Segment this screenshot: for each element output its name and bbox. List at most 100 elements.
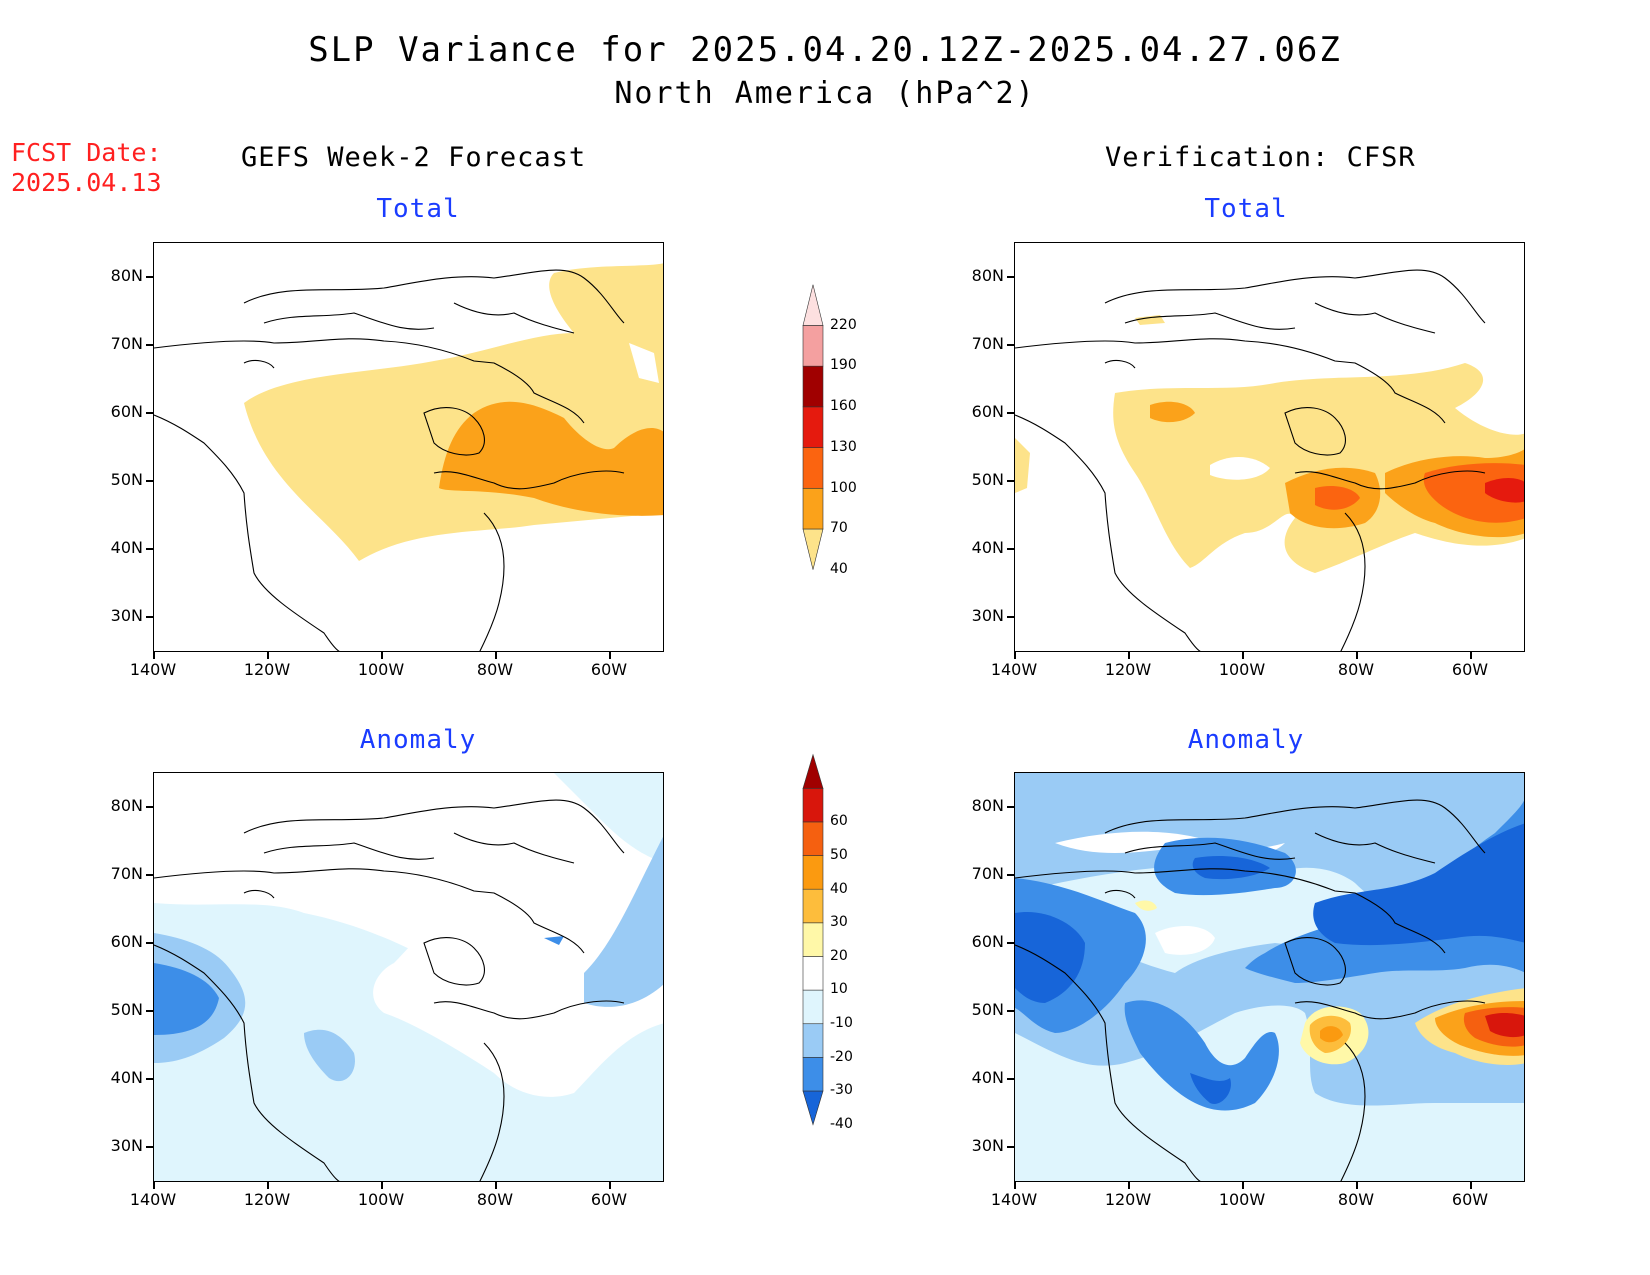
- lon-tick: [1470, 652, 1472, 659]
- coastline: [154, 799, 625, 1181]
- map-panel-total-forecast: [153, 242, 664, 652]
- lon-tick: [153, 652, 155, 659]
- lat-label: 60N: [110, 402, 143, 421]
- lat-label: 60N: [110, 932, 143, 951]
- total-forecast-field: [244, 263, 663, 561]
- coastline: [154, 269, 625, 651]
- lat-label: 40N: [971, 1068, 1004, 1087]
- lat-tick: [146, 548, 153, 550]
- lon-tick: [495, 1182, 497, 1189]
- lat-label: 70N: [110, 334, 143, 353]
- colorbar-level-label: 130: [830, 438, 857, 455]
- lat-label: 30N: [971, 606, 1004, 625]
- lon-label: 60W: [1451, 1190, 1489, 1209]
- lon-tick: [1470, 1182, 1472, 1189]
- colorbar-level-label: 190: [830, 357, 857, 374]
- colorbar-swatch: [802, 325, 824, 367]
- lon-label: 120W: [1104, 660, 1152, 679]
- panel-title-total-verification: Total: [1204, 194, 1288, 224]
- colorbar-level-label: 40: [830, 880, 848, 897]
- lon-tick: [495, 652, 497, 659]
- lat-tick: [146, 806, 153, 808]
- lat-label: 40N: [110, 1068, 143, 1087]
- lat-label: 70N: [971, 334, 1004, 353]
- lon-label: 100W: [1218, 660, 1266, 679]
- colorbar-swatch: [802, 753, 824, 789]
- main-title: SLP Variance for 2025.04.20.12Z-2025.04.…: [308, 30, 1342, 70]
- lat-tick: [146, 276, 153, 278]
- lon-label: 120W: [243, 660, 291, 679]
- lat-label: 60N: [971, 402, 1004, 421]
- lat-tick: [1007, 942, 1014, 944]
- lat-tick: [1007, 616, 1014, 618]
- map-panel-anomaly-forecast: [153, 772, 664, 1182]
- lat-tick: [146, 412, 153, 414]
- lat-tick: [1007, 548, 1014, 550]
- colorbar-swatch: [802, 488, 824, 530]
- colorbar-anomaly: -40 -30 -20 -10 10 20 30 40 50 60: [802, 753, 853, 1205]
- panel-title-total-forecast: Total: [376, 194, 460, 224]
- lat-tick: [146, 942, 153, 944]
- lon-tick: [153, 1182, 155, 1189]
- lat-tick: [1007, 412, 1014, 414]
- lon-label: 140W: [990, 660, 1038, 679]
- colorbar-level-label: -10: [830, 1015, 853, 1032]
- lat-label: 80N: [971, 796, 1004, 815]
- lon-tick: [1014, 1182, 1016, 1189]
- colorbar-swatch: [802, 956, 824, 991]
- map-panel-total-verification: [1014, 242, 1525, 652]
- lon-label: 120W: [1104, 1190, 1152, 1209]
- anomaly-forecast-field: [154, 773, 663, 1181]
- anomaly-verification-field: [1015, 773, 1524, 1181]
- lon-tick: [267, 652, 269, 659]
- lat-tick: [146, 1146, 153, 1148]
- lon-label: 140W: [129, 1190, 177, 1209]
- colorbar-level-label: 160: [830, 398, 857, 415]
- lat-label: 50N: [110, 470, 143, 489]
- lon-label: 80W: [476, 1190, 514, 1209]
- panel-title-anomaly-verification: Anomaly: [1187, 725, 1305, 755]
- lat-label: 50N: [110, 1000, 143, 1019]
- lat-label: 40N: [110, 538, 143, 557]
- lat-label: 30N: [110, 1136, 143, 1155]
- colorbar-level-label: -30: [830, 1082, 853, 1099]
- colorbar-level-label: 20: [830, 947, 848, 964]
- lon-tick: [381, 652, 383, 659]
- lon-tick: [1242, 1182, 1244, 1189]
- main-subtitle: North America (hPa^2): [614, 76, 1036, 111]
- colorbar-level-label: -20: [830, 1048, 853, 1065]
- lon-label: 60W: [1451, 660, 1489, 679]
- lon-tick: [609, 652, 611, 659]
- lat-tick: [146, 874, 153, 876]
- lat-tick: [1007, 480, 1014, 482]
- lat-tick: [146, 616, 153, 618]
- lon-label: 100W: [357, 1190, 405, 1209]
- lon-label: 60W: [590, 660, 628, 679]
- lat-label: 70N: [971, 864, 1004, 883]
- colorbar-level-label: 40: [830, 561, 848, 577]
- colorbar-swatch: [802, 1091, 824, 1127]
- verification-column-header: Verification: CFSR: [1105, 142, 1416, 173]
- lon-tick: [1242, 652, 1244, 659]
- lon-tick: [1014, 652, 1016, 659]
- lat-tick: [1007, 344, 1014, 346]
- lat-tick: [146, 480, 153, 482]
- total-verification-field: [1015, 315, 1524, 573]
- colorbar-swatch: [802, 406, 824, 449]
- colorbar-level-label: 30: [830, 914, 848, 931]
- lon-label: 80W: [476, 660, 514, 679]
- lat-tick: [1007, 276, 1014, 278]
- fcst-date-value: 2025.04.13: [11, 168, 162, 197]
- lon-label: 140W: [990, 1190, 1038, 1209]
- lat-tick: [1007, 806, 1014, 808]
- lon-label: 80W: [1337, 1190, 1375, 1209]
- colorbar-swatch: [802, 821, 824, 857]
- coastline: [1015, 799, 1486, 1181]
- lat-label: 80N: [110, 266, 143, 285]
- lat-tick: [1007, 1146, 1014, 1148]
- lat-label: 30N: [110, 606, 143, 625]
- lat-tick: [146, 1010, 153, 1012]
- lon-tick: [381, 1182, 383, 1189]
- colorbar-level-label: 50: [830, 846, 848, 863]
- colorbar-swatch: [802, 1057, 824, 1092]
